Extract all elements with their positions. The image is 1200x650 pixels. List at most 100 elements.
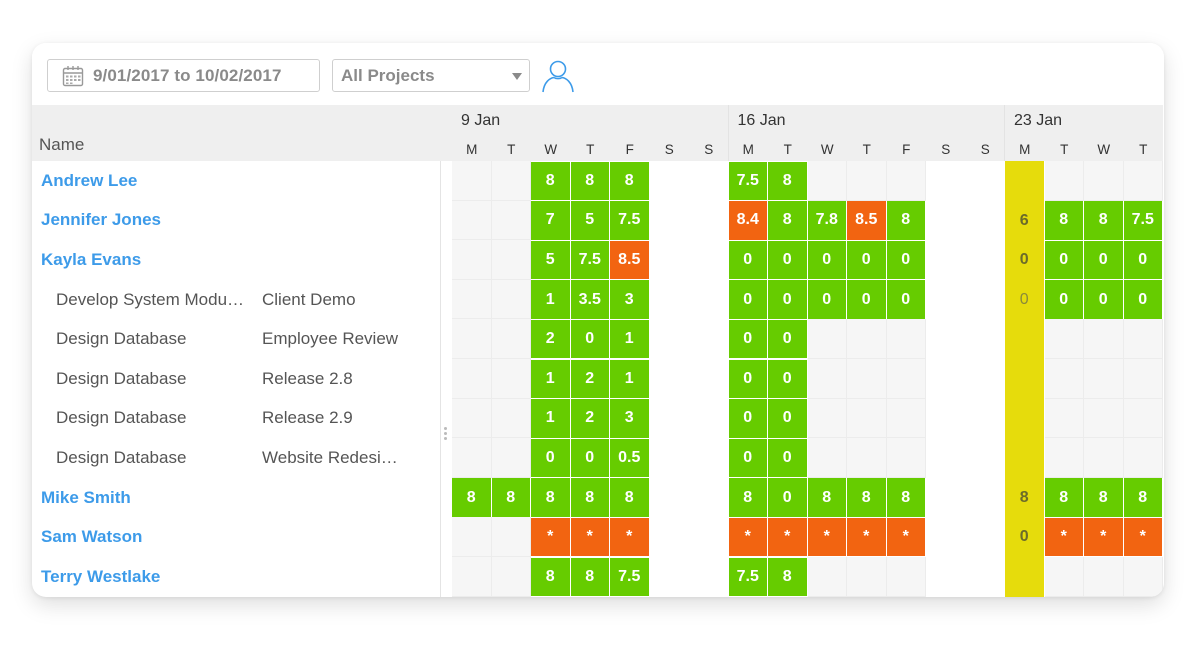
hours-cell[interactable] — [649, 398, 689, 439]
hours-cell[interactable]: 8.5 — [610, 240, 649, 280]
hours-cell[interactable]: 2 — [570, 399, 609, 438]
hours-cell[interactable]: 7.5 — [728, 557, 767, 597]
hours-cell[interactable]: 0 — [1005, 517, 1044, 558]
hours-cell[interactable] — [886, 557, 926, 597]
hours-cell[interactable] — [926, 319, 966, 359]
hours-cell[interactable] — [689, 557, 729, 597]
hours-cell[interactable]: * — [570, 517, 609, 557]
hours-cell[interactable] — [926, 557, 966, 597]
hours-cell[interactable]: 7.5 — [610, 201, 649, 240]
hours-cell[interactable] — [689, 477, 729, 518]
hours-cell[interactable] — [689, 279, 729, 320]
hours-cell[interactable]: * — [728, 517, 767, 557]
hours-cell[interactable] — [1084, 438, 1124, 478]
hours-cell[interactable] — [926, 240, 966, 280]
hours-cell[interactable] — [926, 279, 966, 320]
hours-cell[interactable]: 0 — [728, 280, 767, 319]
hours-cell[interactable] — [452, 200, 492, 241]
hours-cell[interactable]: 8 — [886, 201, 925, 240]
hours-cell[interactable] — [452, 319, 492, 359]
hours-cell[interactable]: 8 — [1044, 478, 1083, 517]
hours-cell[interactable]: 0 — [1123, 280, 1162, 319]
hours-cell[interactable]: 1 — [531, 280, 570, 319]
hours-cell[interactable]: 7.5 — [1123, 201, 1162, 240]
hours-cell[interactable]: 8 — [531, 161, 570, 201]
hours-cell[interactable] — [1044, 161, 1084, 201]
hours-cell[interactable] — [452, 240, 492, 280]
hours-cell[interactable] — [847, 359, 887, 399]
hours-cell[interactable] — [965, 240, 1005, 280]
hours-cell[interactable] — [491, 438, 531, 478]
hours-cell[interactable] — [1084, 319, 1124, 359]
hours-cell[interactable] — [886, 438, 926, 478]
hours-cell[interactable]: 8 — [570, 478, 609, 517]
hours-cell[interactable] — [491, 359, 531, 399]
name-header-label[interactable]: Name — [39, 135, 85, 154]
hours-cell[interactable] — [1123, 438, 1163, 478]
hours-cell[interactable]: 8 — [1044, 201, 1083, 240]
hours-cell[interactable]: 8.5 — [847, 201, 886, 240]
hours-cell[interactable] — [847, 161, 887, 201]
hours-cell[interactable]: 0 — [807, 280, 846, 319]
user-icon[interactable] — [540, 58, 576, 94]
hours-cell[interactable] — [807, 398, 847, 439]
hours-cell[interactable] — [1044, 359, 1084, 399]
hours-cell[interactable]: 1 — [531, 359, 570, 399]
hours-cell[interactable]: 0 — [886, 240, 925, 280]
person-name-link[interactable]: Jennifer Jones — [41, 210, 161, 230]
hours-cell[interactable]: 0 — [1044, 280, 1083, 319]
hours-cell[interactable]: 8 — [491, 478, 530, 517]
hours-cell[interactable]: * — [610, 517, 649, 557]
hours-cell[interactable]: * — [886, 517, 925, 557]
hours-cell[interactable]: 8 — [886, 478, 925, 517]
hours-cell[interactable]: 8 — [610, 478, 649, 517]
hours-cell[interactable]: 7 — [531, 201, 570, 240]
hours-cell[interactable] — [452, 517, 492, 557]
hours-cell[interactable]: 0 — [768, 240, 807, 280]
hours-cell[interactable]: 0 — [570, 319, 609, 359]
hours-cell[interactable] — [1044, 438, 1084, 478]
hours-cell[interactable] — [649, 240, 689, 280]
hours-cell[interactable]: 0 — [807, 240, 846, 280]
hours-cell[interactable] — [847, 398, 887, 439]
hours-cell[interactable] — [452, 557, 492, 597]
hours-cell[interactable] — [807, 359, 847, 399]
hours-cell[interactable] — [965, 319, 1005, 359]
hours-cell[interactable]: 0 — [768, 438, 807, 478]
hours-cell[interactable]: 7.5 — [570, 240, 609, 280]
hours-cell[interactable]: 8 — [452, 478, 491, 517]
hours-cell[interactable] — [1084, 557, 1124, 597]
hours-cell[interactable] — [1044, 557, 1084, 597]
hours-cell[interactable]: * — [807, 517, 846, 557]
hours-cell[interactable] — [1005, 398, 1044, 439]
hours-cell[interactable]: 0 — [768, 280, 807, 319]
hours-cell[interactable] — [807, 557, 847, 597]
hours-cell[interactable]: 0 — [728, 438, 767, 478]
hours-cell[interactable] — [965, 279, 1005, 320]
hours-cell[interactable] — [1123, 319, 1163, 359]
hours-cell[interactable]: 0 — [768, 359, 807, 399]
hours-cell[interactable]: 7.8 — [807, 201, 846, 240]
hours-cell[interactable]: 8 — [570, 161, 609, 201]
hours-cell[interactable] — [1044, 398, 1084, 439]
hours-cell[interactable] — [649, 200, 689, 241]
hours-cell[interactable] — [491, 517, 531, 557]
hours-cell[interactable] — [886, 398, 926, 439]
hours-cell[interactable]: 0 — [1044, 240, 1083, 280]
hours-cell[interactable]: 8 — [768, 201, 807, 240]
hours-cell[interactable]: 0.5 — [610, 438, 649, 478]
hours-cell[interactable] — [807, 319, 847, 359]
hours-cell[interactable]: 0 — [768, 319, 807, 359]
hours-cell[interactable] — [1005, 359, 1044, 400]
hours-cell[interactable] — [649, 438, 689, 478]
hours-cell[interactable]: 2 — [531, 319, 570, 359]
hours-cell[interactable]: 2 — [570, 359, 609, 399]
hours-cell[interactable] — [689, 200, 729, 241]
resize-handle[interactable] — [444, 427, 447, 442]
hours-cell[interactable] — [807, 161, 847, 201]
hours-cell[interactable] — [452, 161, 492, 201]
hours-cell[interactable] — [965, 557, 1005, 597]
hours-cell[interactable]: 5 — [531, 240, 570, 280]
hours-cell[interactable] — [1084, 161, 1124, 201]
hours-cell[interactable] — [926, 359, 966, 399]
